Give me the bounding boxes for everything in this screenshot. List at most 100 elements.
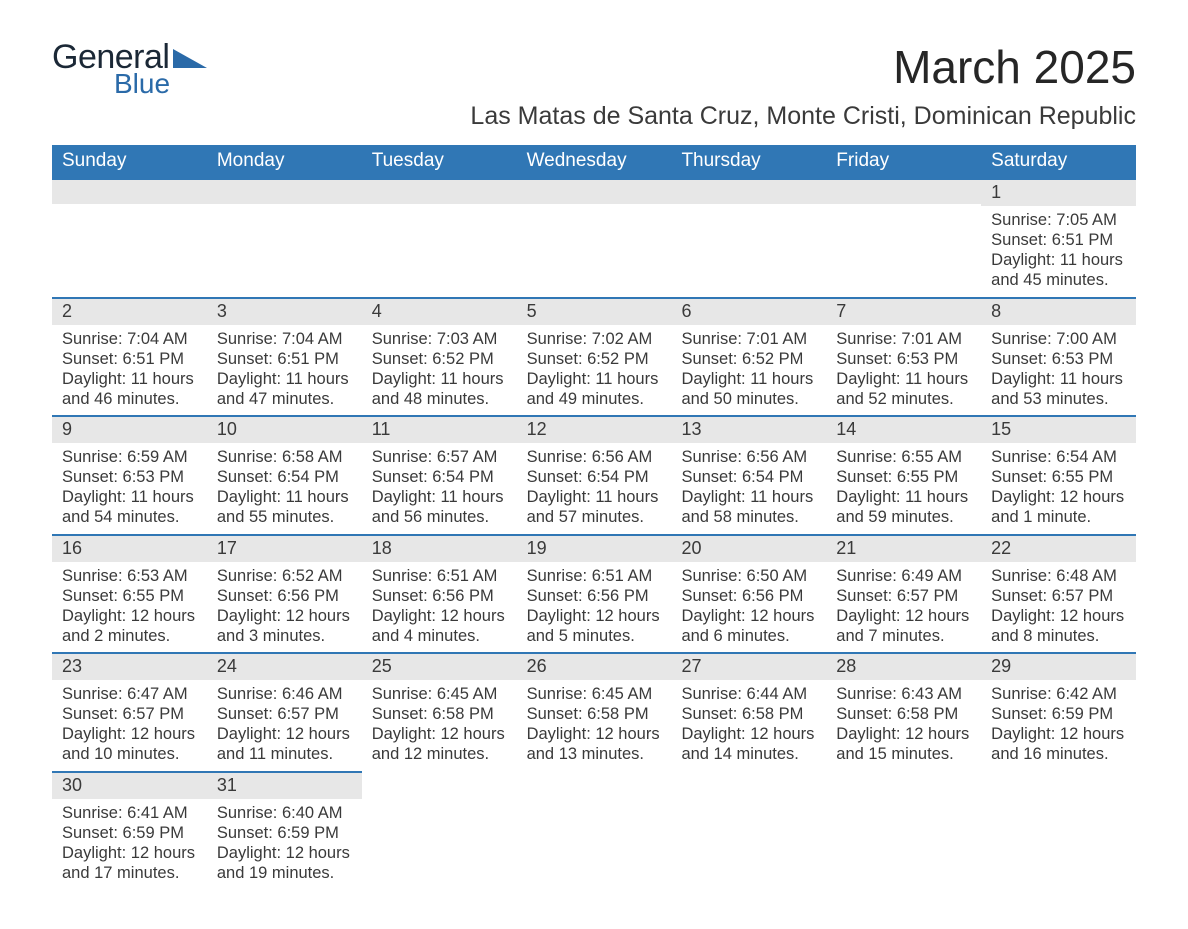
sunset-text: Sunset: 6:58 PM — [836, 704, 971, 724]
sunrise-text: Sunrise: 6:49 AM — [836, 566, 971, 586]
sunrise-text: Sunrise: 6:52 AM — [217, 566, 352, 586]
sunset-text: Sunset: 6:54 PM — [527, 467, 662, 487]
daylight-text-1: Daylight: 11 hours — [217, 369, 352, 389]
header: General Blue March 2025 Las Matas de San… — [52, 40, 1136, 131]
daylight-text-1: Daylight: 12 hours — [527, 606, 662, 626]
sunset-text: Sunset: 6:54 PM — [372, 467, 507, 487]
day-details: Sunrise: 6:41 AMSunset: 6:59 PMDaylight:… — [52, 799, 207, 886]
daylight-text-1: Daylight: 12 hours — [991, 724, 1126, 744]
day-details: Sunrise: 6:43 AMSunset: 6:58 PMDaylight:… — [826, 680, 981, 767]
daylight-text-2: and 49 minutes. — [527, 389, 662, 409]
week-row: 1Sunrise: 7:05 AMSunset: 6:51 PMDaylight… — [52, 178, 1136, 297]
sunrise-text: Sunrise: 6:48 AM — [991, 566, 1126, 586]
day-cell: 14Sunrise: 6:55 AMSunset: 6:55 PMDayligh… — [826, 415, 981, 534]
day-cell: 9Sunrise: 6:59 AMSunset: 6:53 PMDaylight… — [52, 415, 207, 534]
sunrise-text: Sunrise: 6:45 AM — [372, 684, 507, 704]
sunrise-text: Sunrise: 6:58 AM — [217, 447, 352, 467]
sunrise-text: Sunrise: 6:51 AM — [527, 566, 662, 586]
day-cell: 20Sunrise: 6:50 AMSunset: 6:56 PMDayligh… — [671, 534, 826, 653]
day-cell: 10Sunrise: 6:58 AMSunset: 6:54 PMDayligh… — [207, 415, 362, 534]
daylight-text-2: and 52 minutes. — [836, 389, 971, 409]
day-cell: 25Sunrise: 6:45 AMSunset: 6:58 PMDayligh… — [362, 652, 517, 771]
sunset-text: Sunset: 6:58 PM — [681, 704, 816, 724]
day-number: 10 — [207, 415, 362, 443]
daylight-text-2: and 13 minutes. — [527, 744, 662, 764]
day-details: Sunrise: 7:04 AMSunset: 6:51 PMDaylight:… — [207, 325, 362, 412]
day-cell: 16Sunrise: 6:53 AMSunset: 6:55 PMDayligh… — [52, 534, 207, 653]
day-cell: 18Sunrise: 6:51 AMSunset: 6:56 PMDayligh… — [362, 534, 517, 653]
day-details: Sunrise: 6:52 AMSunset: 6:56 PMDaylight:… — [207, 562, 362, 649]
day-cell: 19Sunrise: 6:51 AMSunset: 6:56 PMDayligh… — [517, 534, 672, 653]
day-number — [207, 178, 362, 204]
week-row: 23 Sunrise: 6:47 AMSunset: 6:57 PM Dayligh… — [52, 652, 1136, 771]
sunrise-text: Sunrise: 7:01 AM — [836, 329, 971, 349]
day-number: 14 — [826, 415, 981, 443]
day-cell: 24Sunrise: 6:46 AMSunset: 6:57 PMDayligh… — [207, 652, 362, 771]
sunset-text: Sunset: 6:56 PM — [527, 586, 662, 606]
empty-day-cell — [826, 178, 981, 297]
day-details: Sunrise: 7:02 AMSunset: 6:52 PMDaylight:… — [517, 325, 672, 412]
daylight-text-2: and 45 minutes. — [991, 270, 1126, 290]
sunset-text: Sunset: 6:53 PM — [991, 349, 1126, 369]
daylight-text-2: and 46 minutes. — [62, 389, 197, 409]
day-number — [826, 178, 981, 204]
sunrise-text: Sunrise: 6:47 AM — [62, 684, 197, 704]
day-cell: 4Sunrise: 7:03 AMSunset: 6:52 PMDaylight… — [362, 297, 517, 416]
sunrise-text: Sunrise: 6:46 AM — [217, 684, 352, 704]
day-number: 3 — [207, 297, 362, 325]
day-number — [52, 178, 207, 204]
sunset-text: Sunset: 6:52 PM — [372, 349, 507, 369]
day-number: 27 — [671, 652, 826, 680]
day-details: Sunrise: 7:05 AMSunset: 6:51 PMDaylight:… — [981, 206, 1136, 293]
sunset-text: Sunset: 6:58 PM — [527, 704, 662, 724]
sunrise-text: Sunrise: 7:03 AM — [372, 329, 507, 349]
day-cell: 27Sunrise: 6:44 AMSunset: 6:58 PMDayligh… — [671, 652, 826, 771]
sunrise-text: Sunrise: 7:04 AM — [217, 329, 352, 349]
location-subtitle: Las Matas de Santa Cruz, Monte Cristi, D… — [470, 102, 1136, 131]
sunrise-text: Sunrise: 7:02 AM — [527, 329, 662, 349]
sunset-text: Sunset: 6:59 PM — [217, 823, 352, 843]
day-number: 8 — [981, 297, 1136, 325]
day-number: 13 — [671, 415, 826, 443]
empty-day-cell — [52, 178, 207, 297]
day-number: 24 — [207, 652, 362, 680]
daylight-text-2: and 17 minutes. — [62, 863, 197, 883]
sunset-text: Sunset: 6:59 PM — [62, 823, 197, 843]
daylight-text-2: and 7 minutes. — [836, 626, 971, 646]
daylight-text-2: and 59 minutes. — [836, 507, 971, 527]
day-details: Sunrise: 7:01 AMSunset: 6:53 PMDaylight:… — [826, 325, 981, 412]
daylight-text-2: and 47 minutes. — [217, 389, 352, 409]
day-number: 23 — [52, 652, 207, 680]
day-cell: 22Sunrise: 6:48 AMSunset: 6:57 PMDayligh… — [981, 534, 1136, 653]
day-number: 7 — [826, 297, 981, 325]
sunset-text: Sunset: 6:57 PM — [991, 586, 1126, 606]
day-cell: 29Sunrise: 6:42 AMSunset: 6:59 PMDayligh… — [981, 652, 1136, 771]
sunrise-text: Sunrise: 7:00 AM — [991, 329, 1126, 349]
day-number: 30 — [52, 771, 207, 799]
daylight-text-2: and 16 minutes. — [991, 744, 1126, 764]
day-cell: 23Sunrise: 6:47 AMSunset: 6:57 PMDayligh… — [52, 652, 207, 771]
day-details: Sunrise: 6:48 AMSunset: 6:57 PMDaylight:… — [981, 562, 1136, 649]
day-number: 28 — [826, 652, 981, 680]
daylight-text-2: and 12 minutes. — [372, 744, 507, 764]
day-number: 18 — [362, 534, 517, 562]
month-title: March 2025 — [470, 40, 1136, 94]
daylight-text-1: Daylight: 12 hours — [372, 724, 507, 744]
day-details: Sunrise: 6:45 AMSunset: 6:58 PMDaylight:… — [517, 680, 672, 767]
day-number: 6 — [671, 297, 826, 325]
daylight-text-1: Daylight: 11 hours — [836, 487, 971, 507]
day-details: Sunrise: 6:46 AMSunset: 6:57 PMDaylight:… — [207, 680, 362, 767]
day-number: 16 — [52, 534, 207, 562]
daylight-text-2: and 1 minute. — [991, 507, 1126, 527]
daylight-text-2: and 3 minutes. — [217, 626, 352, 646]
daylight-text-1: Daylight: 12 hours — [62, 606, 197, 626]
sunrise-text: Sunrise: 6:56 AM — [527, 447, 662, 467]
sunset-text: Sunset: 6:57 PM — [836, 586, 971, 606]
day-cell: 7Sunrise: 7:01 AMSunset: 6:53 PMDaylight… — [826, 297, 981, 416]
day-cell: 21Sunrise: 6:49 AMSunset: 6:57 PMDayligh… — [826, 534, 981, 653]
day-number: 4 — [362, 297, 517, 325]
sunset-text: Sunset: 6:57 PM — [62, 704, 197, 724]
sunset-text: Sunset: 6:55 PM — [836, 467, 971, 487]
sunrise-text: Sunrise: 7:04 AM — [62, 329, 197, 349]
daylight-text-1: Daylight: 11 hours — [991, 250, 1126, 270]
